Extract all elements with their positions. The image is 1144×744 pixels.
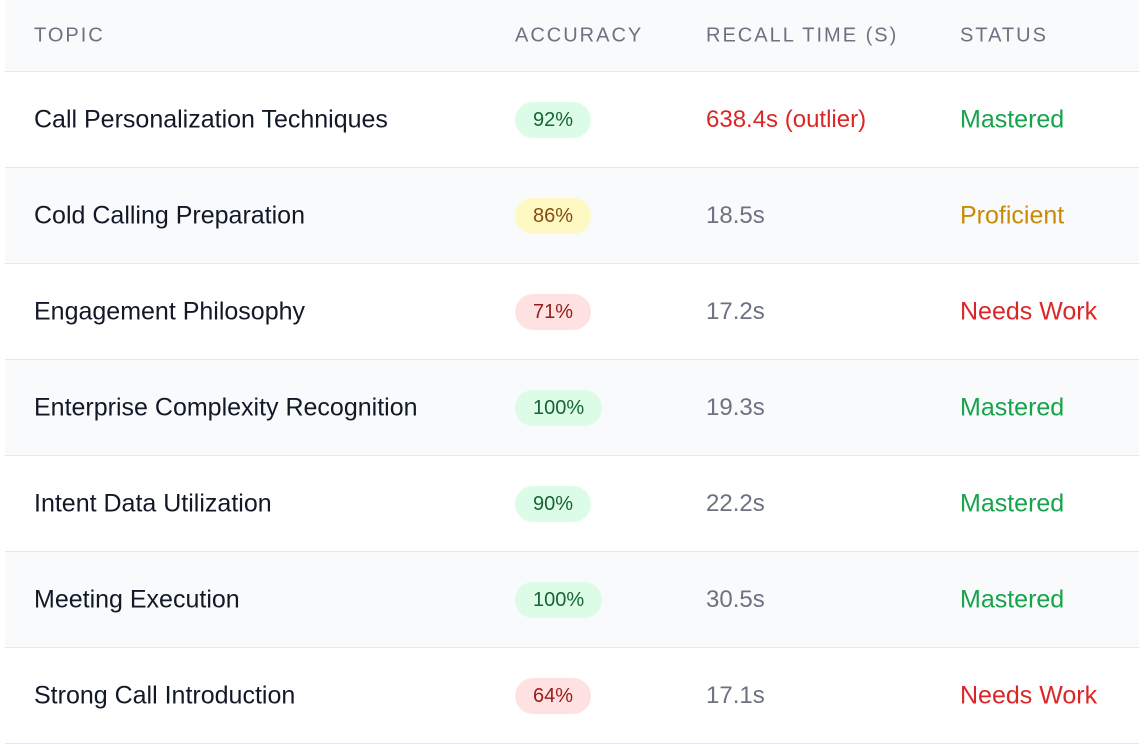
header-accuracy[interactable]: ACCURACY: [515, 24, 644, 46]
accuracy-badge: 90%: [515, 485, 592, 522]
topic-name: Meeting Execution: [34, 585, 240, 613]
topic-performance-table: TOPIC ACCURACY RECALL TIME (S) STATUS Ca…: [5, 0, 1139, 744]
status-label: Proficient: [960, 201, 1065, 229]
table-row[interactable]: Intent Data Utilization 90% 22.2s Master…: [5, 456, 1139, 552]
recall-time: 17.2s: [706, 297, 765, 325]
table-row[interactable]: Meeting Execution 100% 30.5s Mastered: [5, 552, 1139, 648]
topic-name: Intent Data Utilization: [34, 489, 272, 517]
status-label: Mastered: [960, 105, 1065, 133]
accuracy-cell: 64%: [515, 677, 592, 714]
accuracy-cell: 100%: [515, 389, 603, 426]
accuracy-cell: 90%: [515, 485, 592, 522]
status-label: Mastered: [960, 393, 1065, 421]
table-row[interactable]: Enterprise Complexity Recognition 100% 1…: [5, 360, 1139, 456]
header-status[interactable]: STATUS: [960, 24, 1048, 46]
recall-time: 19.3s: [706, 393, 765, 421]
table-header: TOPIC ACCURACY RECALL TIME (S) STATUS: [5, 0, 1139, 72]
status-label: Needs Work: [960, 681, 1098, 709]
accuracy-badge: 92%: [515, 101, 592, 138]
header-recall-time[interactable]: RECALL TIME (S): [706, 24, 899, 46]
recall-time: 30.5s: [706, 585, 765, 613]
accuracy-badge: 71%: [515, 293, 592, 330]
topic-name: Engagement Philosophy: [34, 297, 306, 325]
accuracy-cell: 100%: [515, 581, 603, 618]
recall-time: 18.5s: [706, 201, 765, 229]
topic-name: Enterprise Complexity Recognition: [34, 393, 418, 421]
table-row[interactable]: Call Personalization Techniques 92% 638.…: [5, 72, 1139, 168]
table-row[interactable]: Cold Calling Preparation 86% 18.5s Profi…: [5, 168, 1139, 264]
table-row[interactable]: Strong Call Introduction 64% 17.1s Needs…: [5, 648, 1139, 744]
recall-time: 638.4s (outlier): [706, 105, 867, 133]
accuracy-badge: 100%: [515, 389, 603, 426]
topic-name: Cold Calling Preparation: [34, 201, 305, 229]
recall-time: 22.2s: [706, 489, 765, 517]
table-row[interactable]: Engagement Philosophy 71% 17.2s Needs Wo…: [5, 264, 1139, 360]
status-label: Needs Work: [960, 297, 1098, 325]
accuracy-badge: 64%: [515, 677, 592, 714]
topic-name: Call Personalization Techniques: [34, 105, 388, 133]
accuracy-badge: 86%: [515, 197, 592, 234]
status-label: Mastered: [960, 585, 1065, 613]
accuracy-cell: 71%: [515, 293, 592, 330]
recall-time: 17.1s: [706, 681, 765, 709]
topic-name: Strong Call Introduction: [34, 681, 296, 709]
header-topic[interactable]: TOPIC: [34, 24, 105, 46]
accuracy-badge: 100%: [515, 581, 603, 618]
status-label: Mastered: [960, 489, 1065, 517]
accuracy-cell: 92%: [515, 101, 592, 138]
accuracy-cell: 86%: [515, 197, 592, 234]
